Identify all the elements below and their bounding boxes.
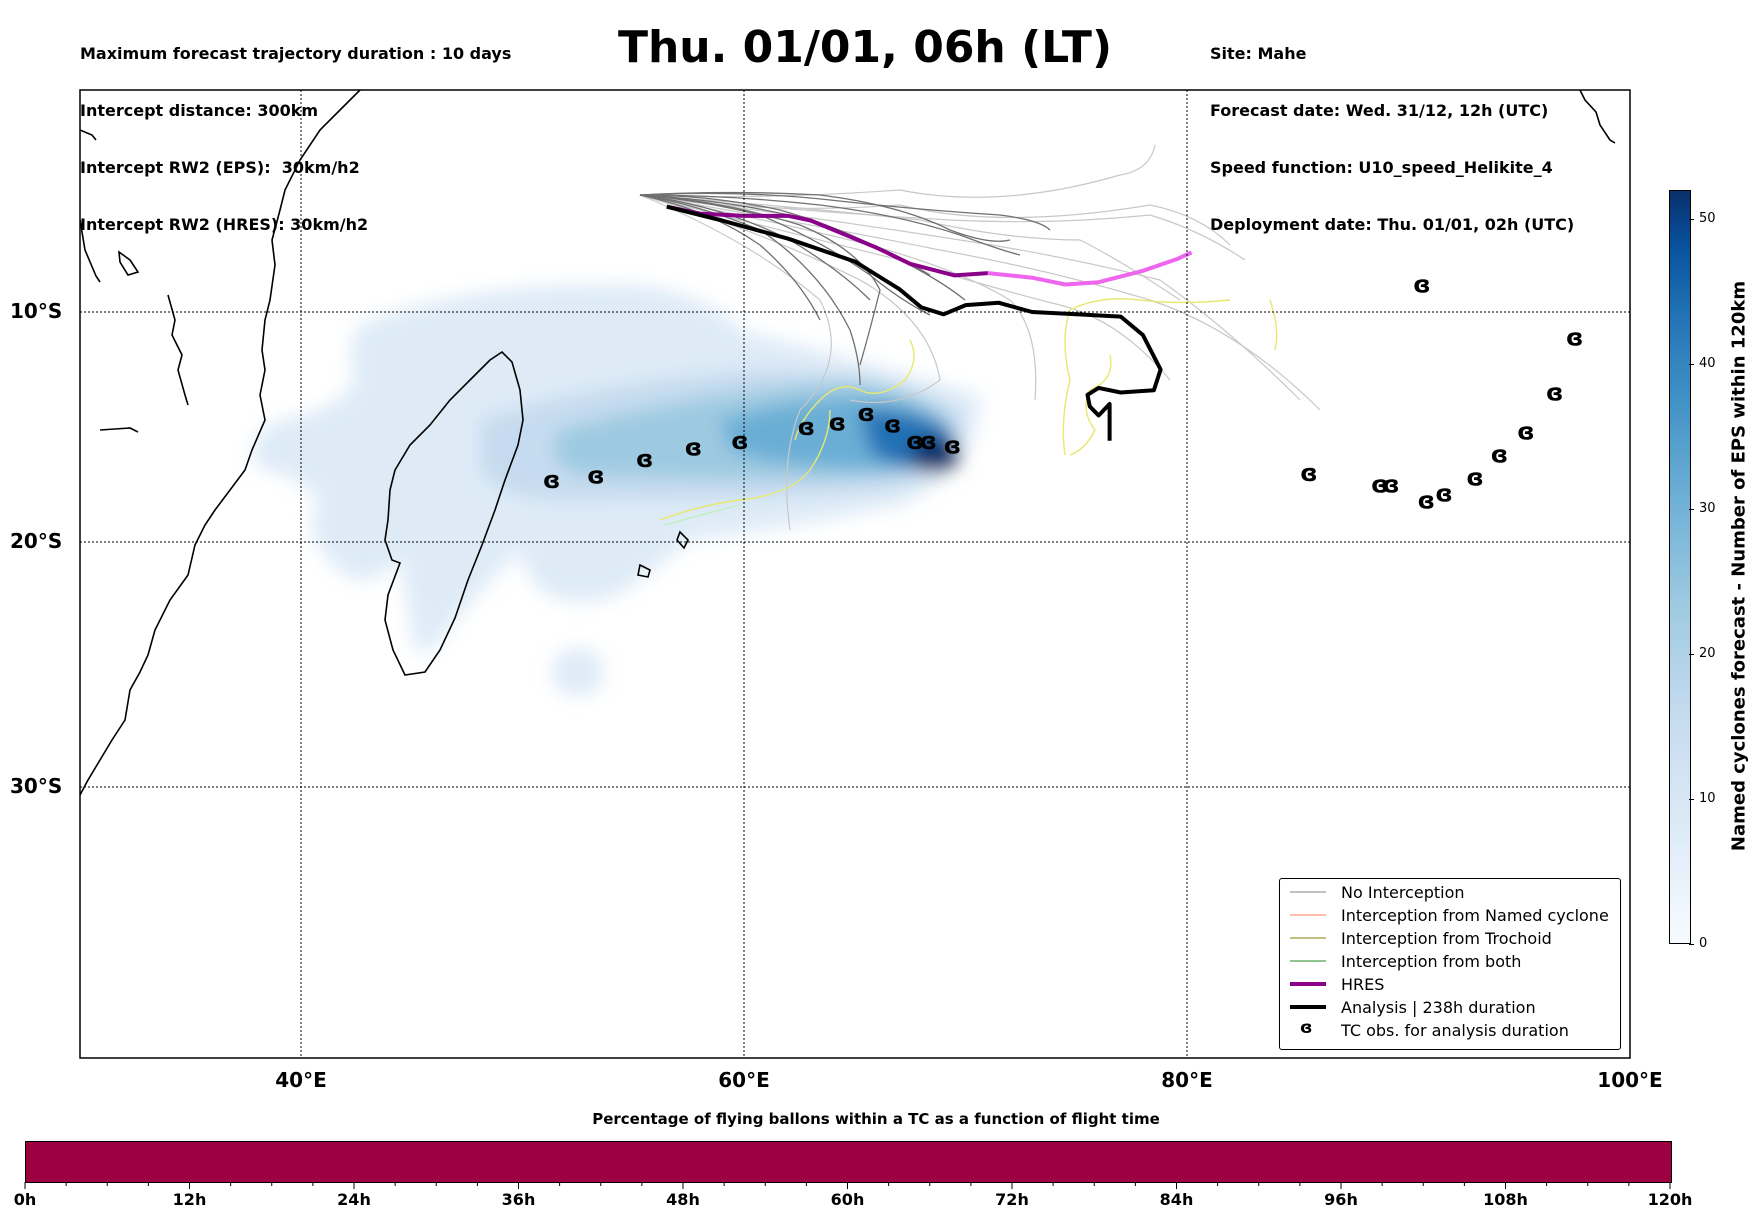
tc-observation-icon: ɞ [587,461,605,489]
lat-label-30s: 30°S [10,774,63,798]
legend-swatch-green [1290,960,1326,962]
forecast-date-text: Forecast date: Wed. 31/12, 12h (UTC) [1210,101,1549,120]
tc-observation-icon: ɞ [731,427,749,455]
percentage-bar [25,1141,1672,1183]
tc-observation-icon: ɞ [1546,379,1564,407]
lat-label-10s: 10°S [10,299,63,323]
colorbar-label: Named cyclones forecast - Number of EPS … [1728,280,1750,852]
legend-item-named-cyclone: Interception from Named cyclone [1288,905,1609,925]
intercept-eps-text: Intercept RW2 (EPS): 30km/h2 [80,158,360,177]
colorbar-tick: 0 [1689,936,1731,951]
bottom-bar-title: Percentage of flying ballons within a TC… [592,1110,1160,1128]
colorbar-tick: 30 [1689,501,1731,516]
legend-swatch-olive [1290,937,1326,939]
percentage-tick-label: 48h [666,1190,700,1209]
speed-function-text: Speed function: U10_speed_Helikite_4 [1210,158,1553,177]
legend-swatch-orange [1290,914,1326,916]
colorbar-tick: 50 [1689,211,1731,226]
intercept-hres-text: Intercept RW2 (HRES): 30km/h2 [80,215,369,234]
lon-label-80e: 80°E [1161,1068,1213,1092]
tc-observation-icon: ɞ [1566,323,1584,351]
tc-observation-icon: ɞ [1413,271,1431,299]
percentage-tick-label: 36h [501,1190,536,1209]
tc-observation-icon: ɞ [685,434,703,462]
gridlines [80,90,1630,1058]
legend-label: TC obs. for analysis duration [1341,1020,1569,1040]
cyclone-density-field [253,284,981,696]
colorbar-tick: 40 [1689,356,1731,371]
tc-observation-icon: ɞ [1382,471,1400,499]
tc-symbol-icon: ɞ [1300,1018,1313,1038]
legend-label: Interception from both [1341,951,1522,971]
percentage-tick-label: 12h [172,1190,207,1209]
tc-observation-icon: ɞ [944,431,962,459]
percentage-tick-label: 60h [830,1190,865,1209]
tc-observation-icon: ɞ [829,408,847,436]
legend-item-hres: HRES [1288,974,1384,994]
site-text: Site: Mahe [1210,44,1307,63]
hres-track [666,204,989,278]
map-frame [79,89,1631,1059]
percentage-tick-label: 96h [1324,1190,1358,1209]
legend-label: HRES [1341,974,1385,994]
legend-label: Interception from Trochoid [1341,928,1552,948]
legend-swatch-black [1290,1005,1326,1009]
interception-both-paths [664,504,741,526]
trochoid-paths [659,298,1278,521]
intercept-distance-text: Intercept distance: 300km [80,101,319,120]
analysis-track [666,204,1163,441]
coastlines [80,90,1616,796]
legend-item-analysis: Analysis | 238h duration [1288,997,1536,1017]
tc-observation-icon: ɞ [857,399,875,427]
header-right-info: Site: Mahe Forecast date: Wed. 31/12, 12… [1210,6,1574,253]
legend-item-trochoid: Interception from Trochoid [1288,928,1552,948]
percentage-tick-label: 108h [1483,1190,1528,1209]
tc-observation-icon: ɞ [1371,471,1389,499]
tc-observation-icon: ɞ [798,413,816,441]
eps-near-trajectories [639,191,1051,386]
tc-observation-icon: ɞ [1517,418,1535,446]
colorbar-tick: 10 [1689,791,1731,806]
percentage-tick-label: 120h [1647,1190,1693,1209]
tc-observation-icon: ɞ [906,427,924,455]
legend-label: No Interception [1341,882,1465,902]
legend-item-no-interception: No Interception [1288,882,1465,902]
tc-observation-icon: ɞ [884,411,902,439]
tc-observation-icon: ɞ [1435,480,1453,508]
tc-observation-icon: ɞ [636,445,654,473]
tc-observation-icon: ɞ [1491,441,1509,469]
legend-swatch-grey [1290,891,1326,893]
percentage-tick-label: 24h [337,1190,371,1209]
header-left-info: Maximum forecast trajectory duration : 1… [80,6,511,253]
lat-label-20s: 20°S [10,529,63,553]
tc-observation-icon: ɞ [1418,487,1436,515]
legend-swatch-purple [1290,982,1326,986]
tc-observation-icon: ɞ [543,466,561,494]
legend-item-both: Interception from both [1288,951,1521,971]
max-duration-text: Maximum forecast trajectory duration : 1… [80,44,512,63]
legend-label: Analysis | 238h duration [1341,997,1536,1017]
tc-observation-icon: ɞ [1300,459,1318,487]
colorbar-tick: 20 [1689,646,1731,661]
hres-track-late [987,250,1193,287]
page-title: Thu. 01/01, 06h (LT) [617,22,1113,73]
deployment-date-text: Deployment date: Thu. 01/01, 02h (UTC) [1210,215,1575,234]
legend-item-tc-obs: ɞ TC obs. for analysis duration [1288,1018,1569,1040]
lon-label-60e: 60°E [718,1068,770,1092]
percentage-tick-label: 0h [13,1190,37,1209]
percentage-tick-label: 84h [1159,1190,1194,1209]
percentage-tick-label: 72h [995,1190,1029,1209]
tc-observation-icon: ɞ [919,427,937,455]
tc-observation-icon: ɞ [1466,464,1484,492]
map-legend: No Interception Interception from Named … [1279,878,1621,1050]
colorbar [1669,190,1691,944]
legend-label: Interception from Named cyclone [1341,905,1609,925]
lon-label-40e: 40°E [275,1068,327,1092]
lon-label-100e: 100°E [1597,1068,1663,1092]
